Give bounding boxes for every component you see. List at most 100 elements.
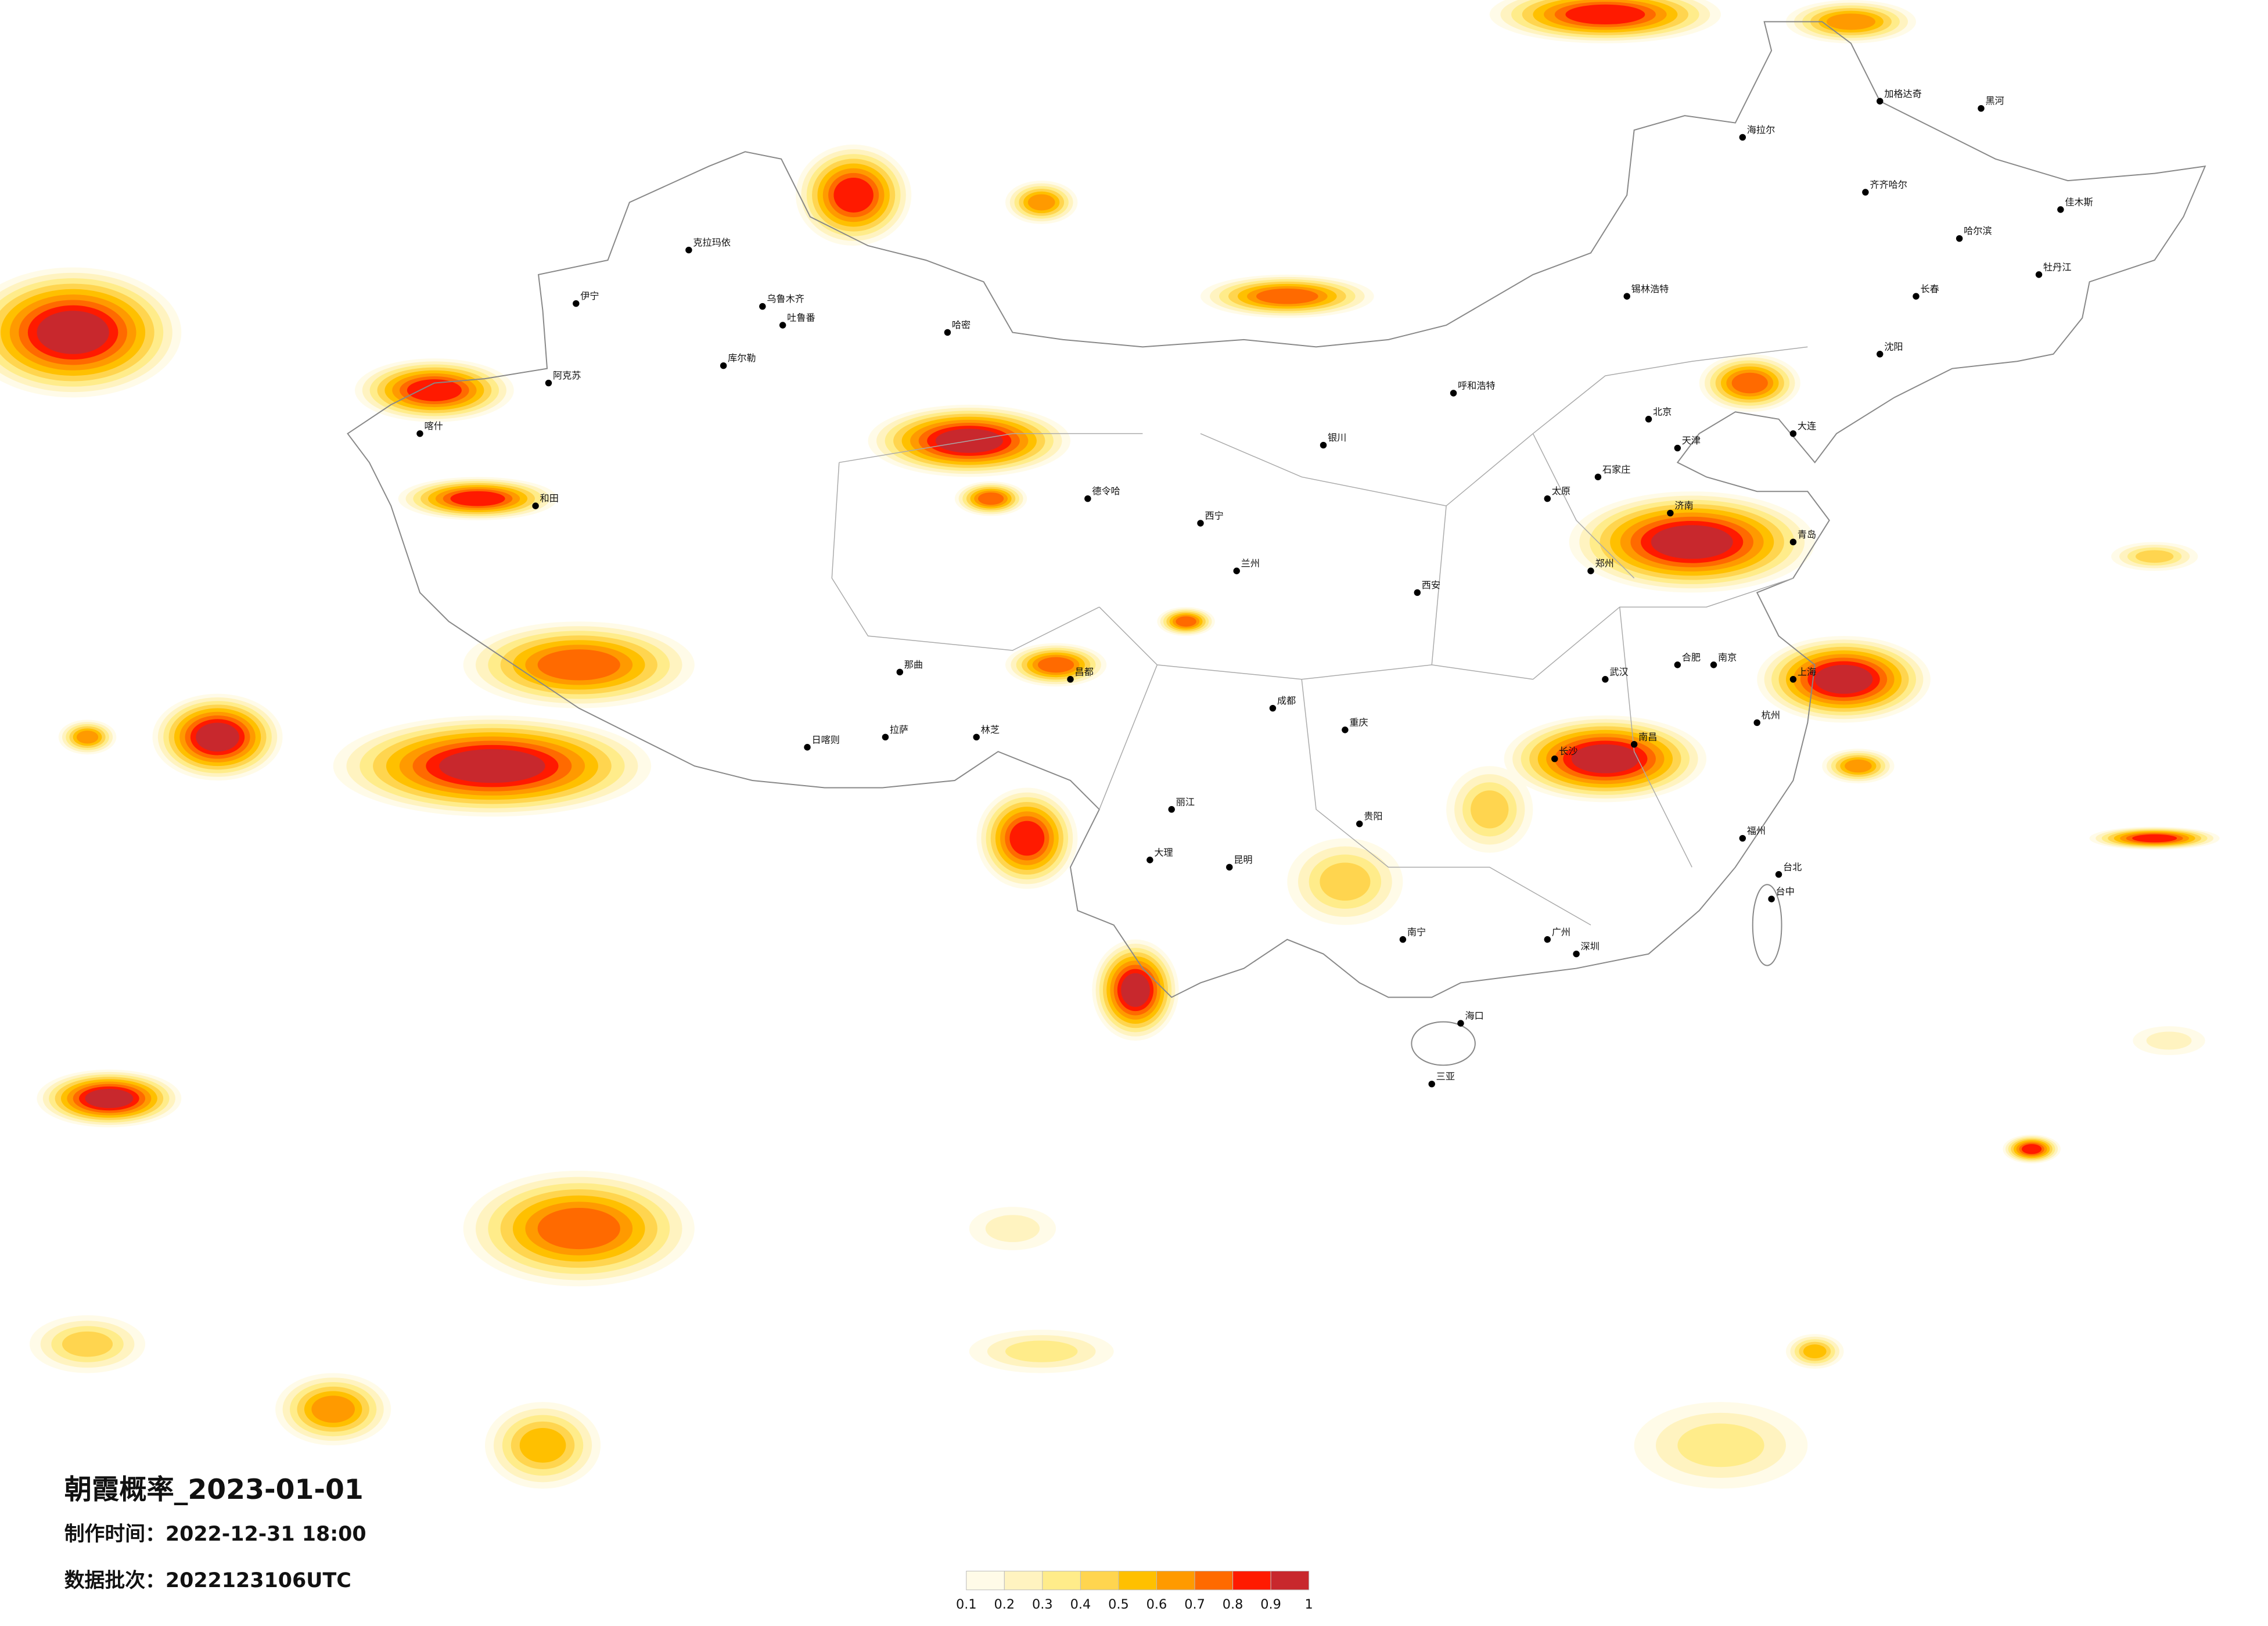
probability-area <box>833 178 874 213</box>
city-dot <box>1739 134 1746 141</box>
city-dot <box>973 733 980 741</box>
city-label: 牡丹江 <box>2043 261 2071 272</box>
probability-area <box>537 649 620 681</box>
hainan <box>1411 1021 1476 1066</box>
city-label: 南昌 <box>1638 731 1657 742</box>
city-label: 拉萨 <box>890 724 908 735</box>
colorbar-box <box>1118 1570 1157 1591</box>
colorbar-tick-label: 0.6 <box>1146 1597 1167 1612</box>
city-label: 佳木斯 <box>2065 196 2093 207</box>
city-label: 台北 <box>1783 861 1802 872</box>
colorbar-tick-label: 0.4 <box>1070 1597 1091 1612</box>
probability-area <box>1256 288 1318 304</box>
city-label: 成都 <box>1277 695 1296 706</box>
city-dot <box>1414 589 1421 596</box>
probability-area <box>1037 657 1074 673</box>
city-label: 石家庄 <box>1602 464 1630 475</box>
probability-area <box>311 1395 355 1423</box>
city-dot <box>1450 390 1457 397</box>
city-dot <box>1789 430 1797 437</box>
probability-area <box>85 1088 134 1109</box>
city-label: 那曲 <box>904 659 923 670</box>
probability-area <box>1121 973 1150 1007</box>
city-dot <box>1594 473 1602 481</box>
city-dot <box>759 303 766 310</box>
city-label: 广州 <box>1552 926 1570 937</box>
city-dot <box>1674 444 1681 452</box>
city-label: 阿克苏 <box>553 370 581 381</box>
probability-area <box>537 1208 620 1250</box>
city-dot <box>896 668 904 676</box>
city-dot <box>1753 719 1760 726</box>
city-dot <box>1168 806 1175 813</box>
city-dot <box>1342 726 1349 733</box>
probability-area <box>1826 13 1875 30</box>
city-dot <box>1623 293 1630 300</box>
city-label: 重庆 <box>1349 717 1368 728</box>
city-dot <box>1775 871 1782 878</box>
probability-area <box>1027 194 1055 211</box>
city-dot <box>1544 495 1551 502</box>
city-label: 贵阳 <box>1364 811 1382 822</box>
country-outline <box>347 21 2206 998</box>
probability-area <box>1005 1340 1078 1362</box>
city-label: 锡林浩特 <box>1631 283 1669 294</box>
probability-area <box>1009 821 1045 856</box>
colorbar-box <box>1232 1570 1271 1591</box>
probability-area <box>977 492 1004 505</box>
city-label: 太原 <box>1552 485 1570 497</box>
city-label: 海口 <box>1465 1010 1483 1021</box>
city-dot <box>573 300 580 307</box>
city-label: 林芝 <box>981 724 1000 735</box>
city-label: 长春 <box>1920 283 1939 294</box>
data-batch: 数据批次：2022123106UTC <box>64 1569 351 1592</box>
city-label: 库尔勒 <box>728 352 756 364</box>
city-dot <box>1233 567 1240 574</box>
probability-area <box>2135 550 2174 563</box>
boundaries <box>347 21 2206 1066</box>
colorbar-tick-label: 0.5 <box>1108 1597 1129 1612</box>
city-label: 德令哈 <box>1092 485 1120 497</box>
probability-area <box>1565 4 1645 24</box>
city-dot <box>1067 676 1074 683</box>
city-label: 福州 <box>1747 825 1766 836</box>
city-dot <box>1573 950 1580 958</box>
colorbar: 0.1 0.2 0.3 0.4 0.5 0.6 0.7 0.8 0.9 1 <box>956 1570 1313 1612</box>
colorbar-box <box>1004 1570 1043 1591</box>
city-label: 日喀则 <box>811 734 839 745</box>
city-dot <box>1739 834 1746 842</box>
city-dot <box>1789 676 1797 683</box>
city-label: 昆明 <box>1234 854 1252 865</box>
probability-area <box>1176 616 1196 627</box>
city-dot <box>1544 936 1551 943</box>
probability-area <box>439 749 545 783</box>
city-dot <box>944 329 951 336</box>
city-dot <box>1630 741 1638 748</box>
probability-area <box>62 1331 113 1357</box>
city-label: 大连 <box>1798 420 1816 431</box>
city-dot <box>779 322 786 329</box>
city-dot <box>545 379 552 387</box>
colorbar-tick-label: 0.9 <box>1260 1597 1281 1612</box>
city-dot <box>1877 98 1884 105</box>
city-dot <box>1226 864 1233 871</box>
city-label: 西安 <box>1422 580 1440 591</box>
city-label: 大理 <box>1154 847 1173 858</box>
city-dot <box>1877 351 1884 358</box>
colorbar-box <box>1194 1570 1234 1591</box>
city-dot <box>1269 704 1277 712</box>
city-dot <box>1197 520 1204 527</box>
city-label: 哈尔滨 <box>1964 225 1992 236</box>
probability-area <box>76 731 99 744</box>
city-label: 和田 <box>540 493 559 504</box>
colorbar-tick-label: 0.8 <box>1223 1597 1243 1612</box>
city-label: 长沙 <box>1559 746 1577 757</box>
map-title: 朝霞概率_2023-01-01 <box>64 1474 364 1506</box>
probability-area <box>407 379 462 401</box>
probability-field <box>0 0 2220 1489</box>
colorbar-tick-label: 0.7 <box>1184 1597 1205 1612</box>
probability-area <box>1803 1344 1827 1359</box>
city-label: 海拉尔 <box>1747 124 1775 135</box>
